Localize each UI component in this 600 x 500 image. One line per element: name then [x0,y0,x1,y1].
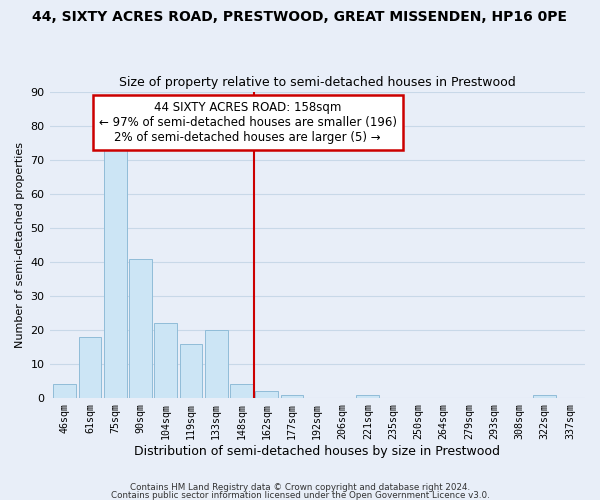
X-axis label: Distribution of semi-detached houses by size in Prestwood: Distribution of semi-detached houses by … [134,444,500,458]
Bar [179,344,202,398]
Bar [256,392,278,398]
Text: Contains HM Land Registry data © Crown copyright and database right 2024.: Contains HM Land Registry data © Crown c… [130,484,470,492]
Bar [356,394,379,398]
Bar [79,337,101,398]
Text: 44 SIXTY ACRES ROAD: 158sqm
← 97% of semi-detached houses are smaller (196)
2% o: 44 SIXTY ACRES ROAD: 158sqm ← 97% of sem… [98,101,397,144]
Title: Size of property relative to semi-detached houses in Prestwood: Size of property relative to semi-detach… [119,76,515,90]
Bar [205,330,227,398]
Bar [533,394,556,398]
Y-axis label: Number of semi-detached properties: Number of semi-detached properties [15,142,25,348]
Bar [230,384,253,398]
Text: 44, SIXTY ACRES ROAD, PRESTWOOD, GREAT MISSENDEN, HP16 0PE: 44, SIXTY ACRES ROAD, PRESTWOOD, GREAT M… [32,10,568,24]
Bar [281,394,304,398]
Bar [53,384,76,398]
Bar [154,324,177,398]
Bar [129,258,152,398]
Bar [104,150,127,398]
Text: Contains public sector information licensed under the Open Government Licence v3: Contains public sector information licen… [110,490,490,500]
